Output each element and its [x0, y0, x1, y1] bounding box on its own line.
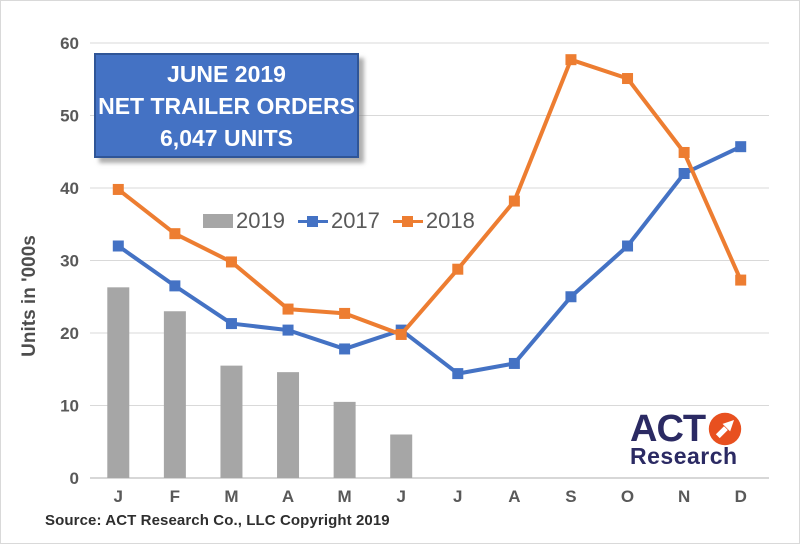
- y-tick-label-40: 40: [60, 179, 79, 198]
- y-tick-label-30: 30: [60, 252, 79, 271]
- legend-label-2018: 2018: [425, 208, 475, 233]
- legend-line-marker-icon: [297, 214, 328, 229]
- y-tick-label-50: 50: [60, 107, 79, 126]
- marker-2017-M: [225, 318, 237, 330]
- marker-2018-J: [112, 183, 124, 195]
- marker-2017-A: [282, 324, 294, 336]
- marker-2017-N: [678, 168, 690, 179]
- x-tick-label-8: S: [565, 487, 576, 506]
- line-2017: [117, 144, 742, 376]
- x-tick-label-10: N: [678, 487, 690, 506]
- legend-item-2017: 2017: [297, 208, 380, 234]
- marker-2017-M: [339, 343, 351, 355]
- marker-2017-F: [169, 280, 181, 292]
- bar-2019-J: [390, 434, 413, 478]
- marker-2018-A: [282, 303, 294, 315]
- y-tick-label-10: 10: [60, 397, 79, 416]
- marker-2018-M: [225, 256, 237, 268]
- bar-2019-M: [333, 401, 356, 478]
- chart-title-box: JUNE 2019 NET TRAILER ORDERS 6,047 UNITS: [94, 53, 359, 158]
- marker-2017-J: [452, 368, 464, 380]
- marker-2018-O: [622, 73, 634, 85]
- marker-2017-J: [112, 240, 124, 252]
- x-tick-label-5: J: [396, 487, 405, 506]
- marker-2018-S: [565, 54, 577, 66]
- x-tick-label-4: M: [338, 487, 352, 506]
- bar-2019-F: [163, 311, 186, 478]
- y-tick-label-60: 60: [60, 34, 79, 53]
- bar-2019-M: [220, 365, 243, 478]
- marker-2018-D: [735, 274, 747, 286]
- act-research-logo: ACT Research: [630, 408, 795, 469]
- legend-bar-swatch-icon: [203, 214, 233, 228]
- marker-2018-N: [678, 146, 690, 158]
- logo-act-text: ACT: [630, 408, 706, 450]
- arrow-up-right-circle-icon: [708, 412, 742, 446]
- marker-2018-F: [169, 228, 181, 240]
- legend-label-2017: 2017: [330, 208, 380, 233]
- chart-title-line1: JUNE 2019: [167, 60, 286, 87]
- bar-2019-J: [107, 287, 130, 478]
- legend-item-2019: 2019: [203, 208, 285, 234]
- legend-item-2018: 2018: [392, 208, 475, 234]
- marker-2017-O: [622, 240, 634, 252]
- chart-title-line2: NET TRAILER ORDERS: [98, 92, 355, 119]
- y-tick-label-0: 0: [70, 469, 79, 488]
- legend-label-2019: 2019: [236, 208, 285, 233]
- bar-2019-A: [277, 372, 300, 478]
- marker-2018-J: [395, 328, 407, 340]
- logo-research-text: Research: [630, 443, 738, 469]
- marker-2017-A: [508, 357, 520, 369]
- marker-2018-J: [452, 263, 464, 275]
- marker-2018-A: [508, 195, 520, 207]
- x-tick-label-2: M: [224, 487, 238, 506]
- x-tick-label-0: J: [114, 487, 123, 506]
- line-2018: [117, 57, 743, 337]
- x-tick-label-9: O: [621, 487, 634, 506]
- x-tick-label-6: J: [453, 487, 462, 506]
- chart-legend: 2019 2017 2018: [203, 206, 475, 236]
- y-tick-label-20: 20: [60, 324, 79, 343]
- x-tick-label-1: F: [170, 487, 180, 506]
- x-tick-label-7: A: [508, 487, 520, 506]
- marker-2017-D: [735, 141, 747, 153]
- chart-title-line3: 6,047 UNITS: [160, 124, 293, 151]
- y-axis-title: Units in '000s: [19, 235, 40, 357]
- legend-line-marker-icon: [392, 214, 423, 229]
- x-tick-label-11: D: [735, 487, 747, 506]
- marker-2017-S: [565, 291, 577, 303]
- marker-2018-M: [339, 307, 351, 319]
- source-note: Source: ACT Research Co., LLC Copyright …: [45, 512, 390, 529]
- x-tick-label-3: A: [282, 487, 294, 506]
